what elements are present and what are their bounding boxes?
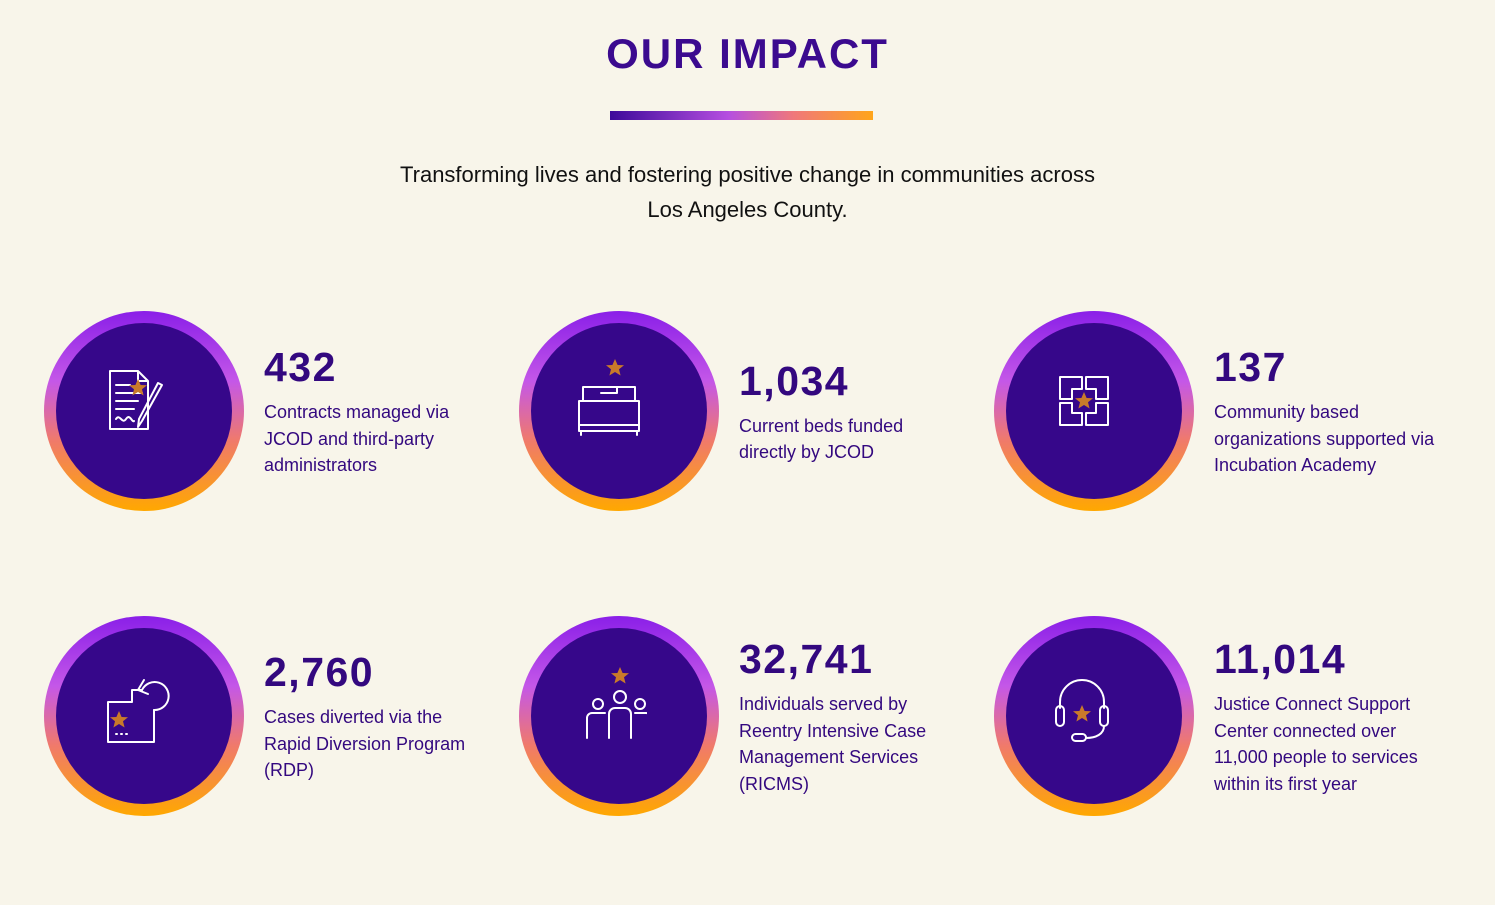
stat-description: Community based organizations supported v… (1214, 399, 1464, 479)
stat-description: Individuals served by Reentry Intensive C… (739, 691, 989, 797)
icon-shape (613, 690, 627, 704)
stat-number: 11,014 (1214, 636, 1347, 682)
icon-shape (586, 707, 647, 739)
subtitle: Transforming lives and fostering positiv… (0, 157, 1495, 227)
stat-number: 32,741 (739, 636, 874, 682)
stat-number: 1,034 (739, 357, 850, 404)
description-line: Cases diverted via the (264, 707, 443, 728)
icon-shape (634, 698, 646, 710)
title-underline (610, 111, 873, 120)
section-title: OUR IMPACT (606, 30, 889, 77)
icon-shape (110, 711, 128, 728)
headset-icon (1055, 679, 1109, 742)
description-line: Management Services (739, 747, 919, 767)
description-line: (RICMS) (739, 773, 809, 794)
icon-bg (531, 628, 707, 804)
icon-shape (1059, 679, 1105, 709)
stat: 2,760 Cases diverted via the Rapid Diversi… (264, 616, 514, 816)
icon-bg (1006, 628, 1182, 804)
icon-bg (1006, 323, 1182, 499)
icon-circle (994, 616, 1194, 816)
bed-icon (578, 359, 640, 436)
icon-circle (44, 311, 244, 511)
description-line: 11,000 people to services (1214, 747, 1418, 767)
description-line: Current beds funded (739, 415, 904, 436)
icon-circle (44, 616, 244, 816)
icon-bg (531, 323, 707, 499)
description-line: administrators (264, 455, 378, 476)
icon-shape (1085, 725, 1105, 739)
stat-description: Justice Connect Support Center connected … (1214, 691, 1464, 797)
icon-circle (519, 311, 719, 511)
stat: 11,014 Justice Connect Support Center conn… (1214, 616, 1464, 816)
icon-circle (519, 616, 719, 816)
icon-circle (994, 311, 1194, 511)
description-line: Reentry Intensive Case (739, 720, 927, 741)
icon-shape (578, 400, 640, 436)
icon-shape (1071, 733, 1087, 742)
icon-shape (1075, 392, 1093, 409)
icon-shape (107, 689, 155, 743)
description-line: Contracts managed via (264, 402, 450, 423)
icon-shape (611, 667, 629, 684)
stat-description: Current beds funded directly by JCOD (739, 413, 989, 466)
people-icon (586, 667, 647, 739)
subtitle-line: Transforming lives and fostering positiv… (400, 162, 1095, 187)
stat: 1,034 Current beds funded directly by JCOD (739, 311, 989, 511)
icon-shape (1073, 705, 1091, 722)
icon-shape (606, 359, 624, 376)
stat-number: 137 (1214, 344, 1287, 391)
icon-shape (137, 679, 170, 712)
icon-shape (1055, 705, 1065, 727)
subtitle-line: Los Angeles County. (647, 197, 848, 222)
description-line: Justice Connect Support (1214, 694, 1411, 714)
description-line: Rapid Diversion Program (264, 733, 466, 754)
icon-shape (1059, 376, 1109, 426)
description-line: Community based (1214, 402, 1360, 423)
icon-shape (137, 382, 163, 428)
description-line: organizations supported via (1214, 428, 1435, 449)
stat-description: Cases diverted via the Rapid Diversion Pr… (264, 704, 514, 784)
description-line: JCOD and third-party (264, 428, 435, 449)
stat-description: Contracts managed via JCOD and third-part… (264, 399, 514, 479)
description-line: Incubation Academy (1214, 455, 1377, 476)
icon-shape (592, 698, 604, 710)
stat-number: 2,760 (264, 649, 375, 696)
description-line: Center connected over (1214, 720, 1397, 741)
contract-icon (109, 370, 163, 430)
hands-icon (1059, 376, 1109, 426)
stat: 32,741 Individuals served by Reentry Inten… (739, 616, 989, 816)
description-line: (RDP) (264, 760, 314, 781)
description-line: directly by JCOD (739, 442, 875, 462)
diversion-icon (107, 679, 170, 743)
icon-bg (56, 628, 232, 804)
stat: 432 Contracts managed via JCOD and third-p… (264, 311, 514, 511)
description-line: Individuals served by (739, 694, 908, 714)
stat-number: 432 (264, 344, 337, 391)
icon-shape (115, 384, 143, 423)
description-line: within its first year (1214, 773, 1358, 794)
icon-shape (582, 386, 636, 402)
stat: 137 Community based organizations supporte… (1214, 311, 1464, 511)
